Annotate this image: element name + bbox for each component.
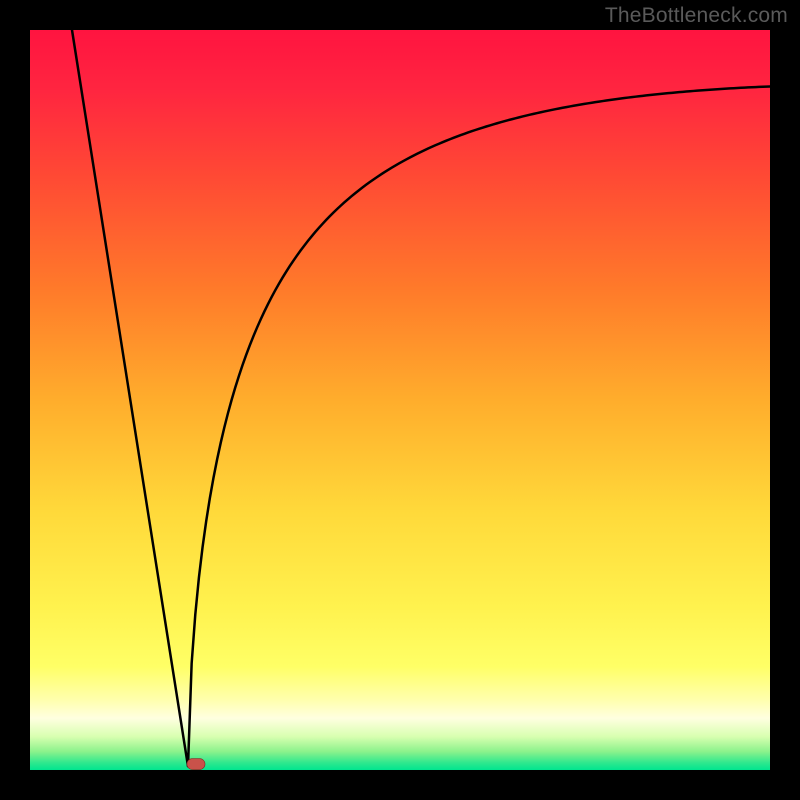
plot-area [30,30,770,770]
source-watermark: TheBottleneck.com [605,4,788,28]
valley-marker [187,759,205,770]
chart-svg [0,0,800,800]
chart-container: TheBottleneck.com [0,0,800,800]
